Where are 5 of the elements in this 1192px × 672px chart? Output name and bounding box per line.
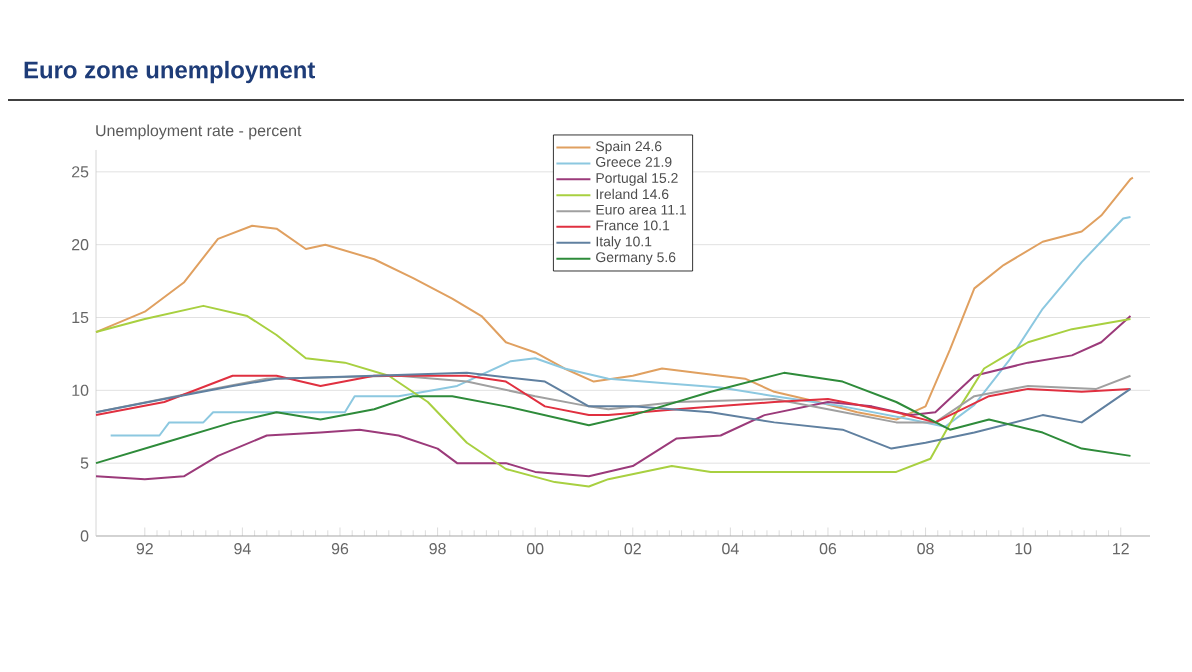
chart-title: Euro zone unemployment: [24, 60, 315, 84]
line-series: [109, 216, 1132, 437]
line-series: [95, 371, 1132, 465]
line-series: [95, 176, 1134, 421]
line-series: [95, 371, 1132, 450]
